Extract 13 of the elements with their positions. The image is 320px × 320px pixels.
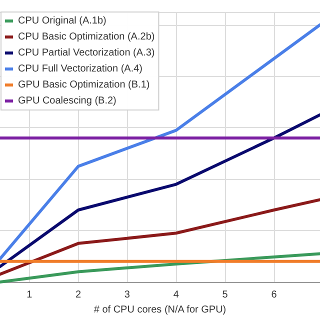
x-tick-label: 2 (76, 290, 82, 300)
legend-label: GPU Coalescing (B.2) (18, 96, 116, 106)
x-tick-label: 5 (222, 290, 228, 300)
x-tick-label: 6 (271, 290, 278, 300)
legend-label: CPU Full Vectorization (A.4) (18, 64, 142, 74)
x-tick-label: 3 (124, 290, 130, 300)
legend-label: CPU Basic Optimization (A.2b) (18, 32, 155, 42)
x-axis-title: # of CPU cores (N/A for GPU) (94, 304, 226, 316)
x-tick-label: 1 (26, 290, 33, 300)
legend-label: CPU Partial Vectorization (A.3) (18, 48, 155, 58)
legend-label: GPU Basic Optimization (B.1) (18, 80, 150, 90)
x-tick-label: 4 (173, 290, 180, 300)
legend-label: CPU Original (A.1b) (18, 16, 106, 26)
